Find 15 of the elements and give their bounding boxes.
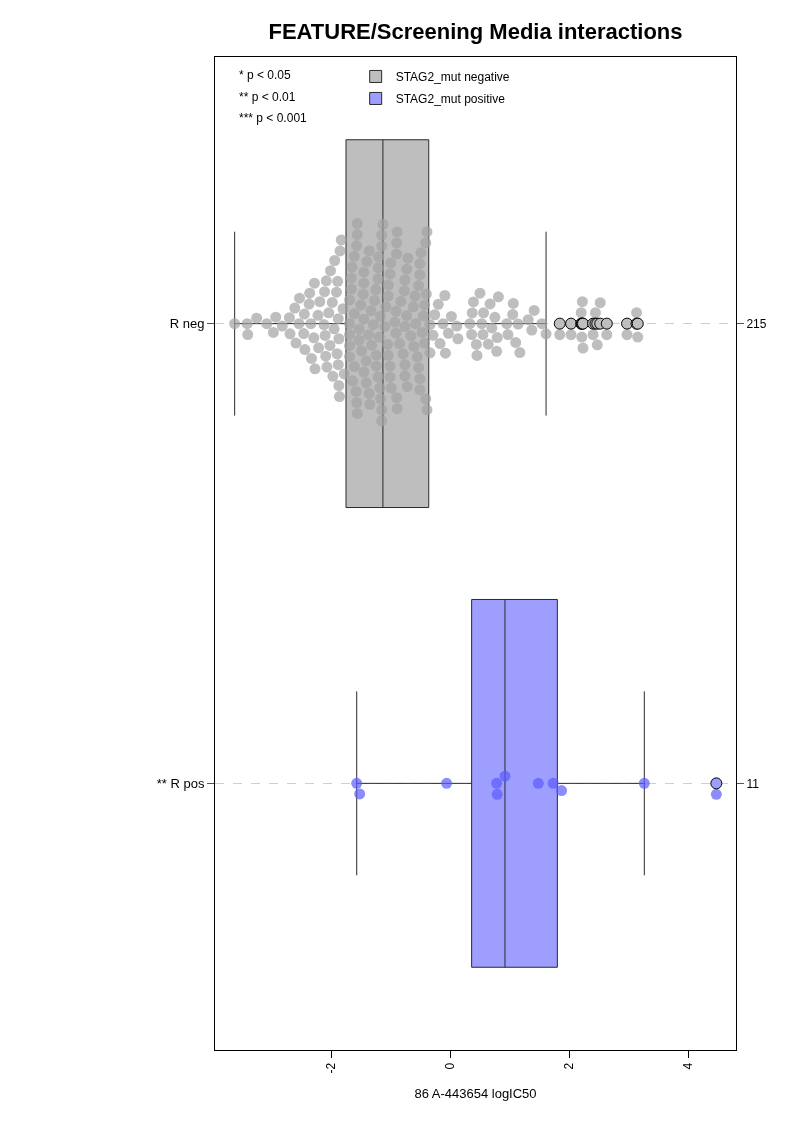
x-tick-label: -2 <box>324 1062 339 1074</box>
chart-title: FEATURE/Screening Media interactions <box>268 18 683 44</box>
y2-tick-label: 215 <box>746 316 767 331</box>
annotation: * p < 0.05 <box>239 68 292 82</box>
x-tick-label: 0 <box>443 1062 458 1070</box>
annotation: ** p < 0.01 <box>239 90 296 104</box>
y-tick-label: ** R pos <box>156 775 205 791</box>
x-tick-label: 2 <box>562 1062 577 1070</box>
x-axis-title: 86 A-443654 logIC50 <box>414 1086 537 1102</box>
legend-label: STAG2_mut positive <box>395 92 506 107</box>
legend-label: STAG2_mut negative <box>395 70 510 85</box>
y2-tick-label: 11 <box>746 776 760 791</box>
x-tick-label: 4 <box>681 1062 696 1070</box>
annotation: *** p < 0.001 <box>239 111 308 125</box>
y-tick-label: R neg <box>169 316 205 332</box>
